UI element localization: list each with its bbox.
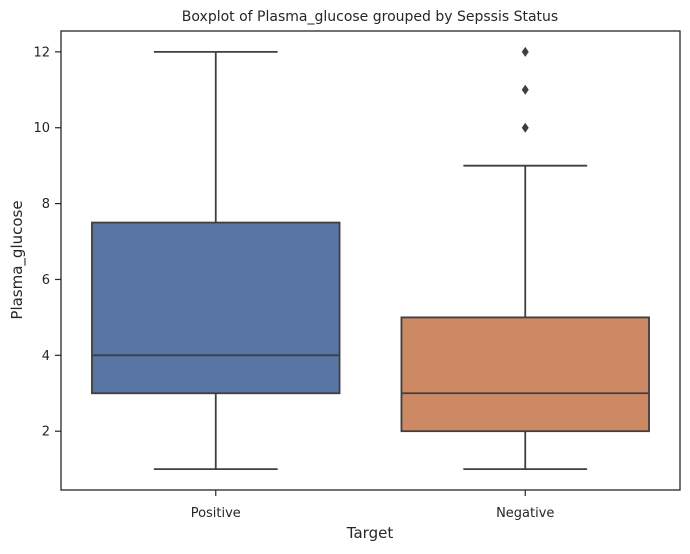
iqr-box (400, 316, 650, 433)
box-group-positive (91, 50, 341, 471)
plot-frame (60, 30, 681, 491)
box-group-negative (400, 46, 650, 471)
chart-title: Boxplot of Plasma_glucose grouped by Sep… (182, 9, 558, 25)
iqr-box (91, 221, 341, 395)
outlier-point (521, 46, 529, 57)
plot-area (91, 46, 650, 471)
y-tick-label: 4 (42, 349, 50, 364)
x-axis-label: Target (346, 524, 394, 542)
y-axis: 2 4 6 8 10 12 (33, 45, 61, 440)
y-tick-label: 2 (42, 425, 50, 440)
x-axis: Positive Negative (191, 490, 554, 521)
y-tick-label: 6 (42, 273, 50, 288)
y-axis-label: Plasma_glucose (8, 200, 27, 319)
y-tick-label: 12 (33, 45, 50, 60)
y-tick-label: 8 (42, 197, 50, 212)
y-tick-label: 10 (33, 121, 50, 136)
x-tick-label: Positive (191, 506, 241, 521)
outlier-point (521, 122, 529, 133)
outlier-point (521, 84, 529, 95)
x-tick-label: Negative (496, 506, 554, 521)
